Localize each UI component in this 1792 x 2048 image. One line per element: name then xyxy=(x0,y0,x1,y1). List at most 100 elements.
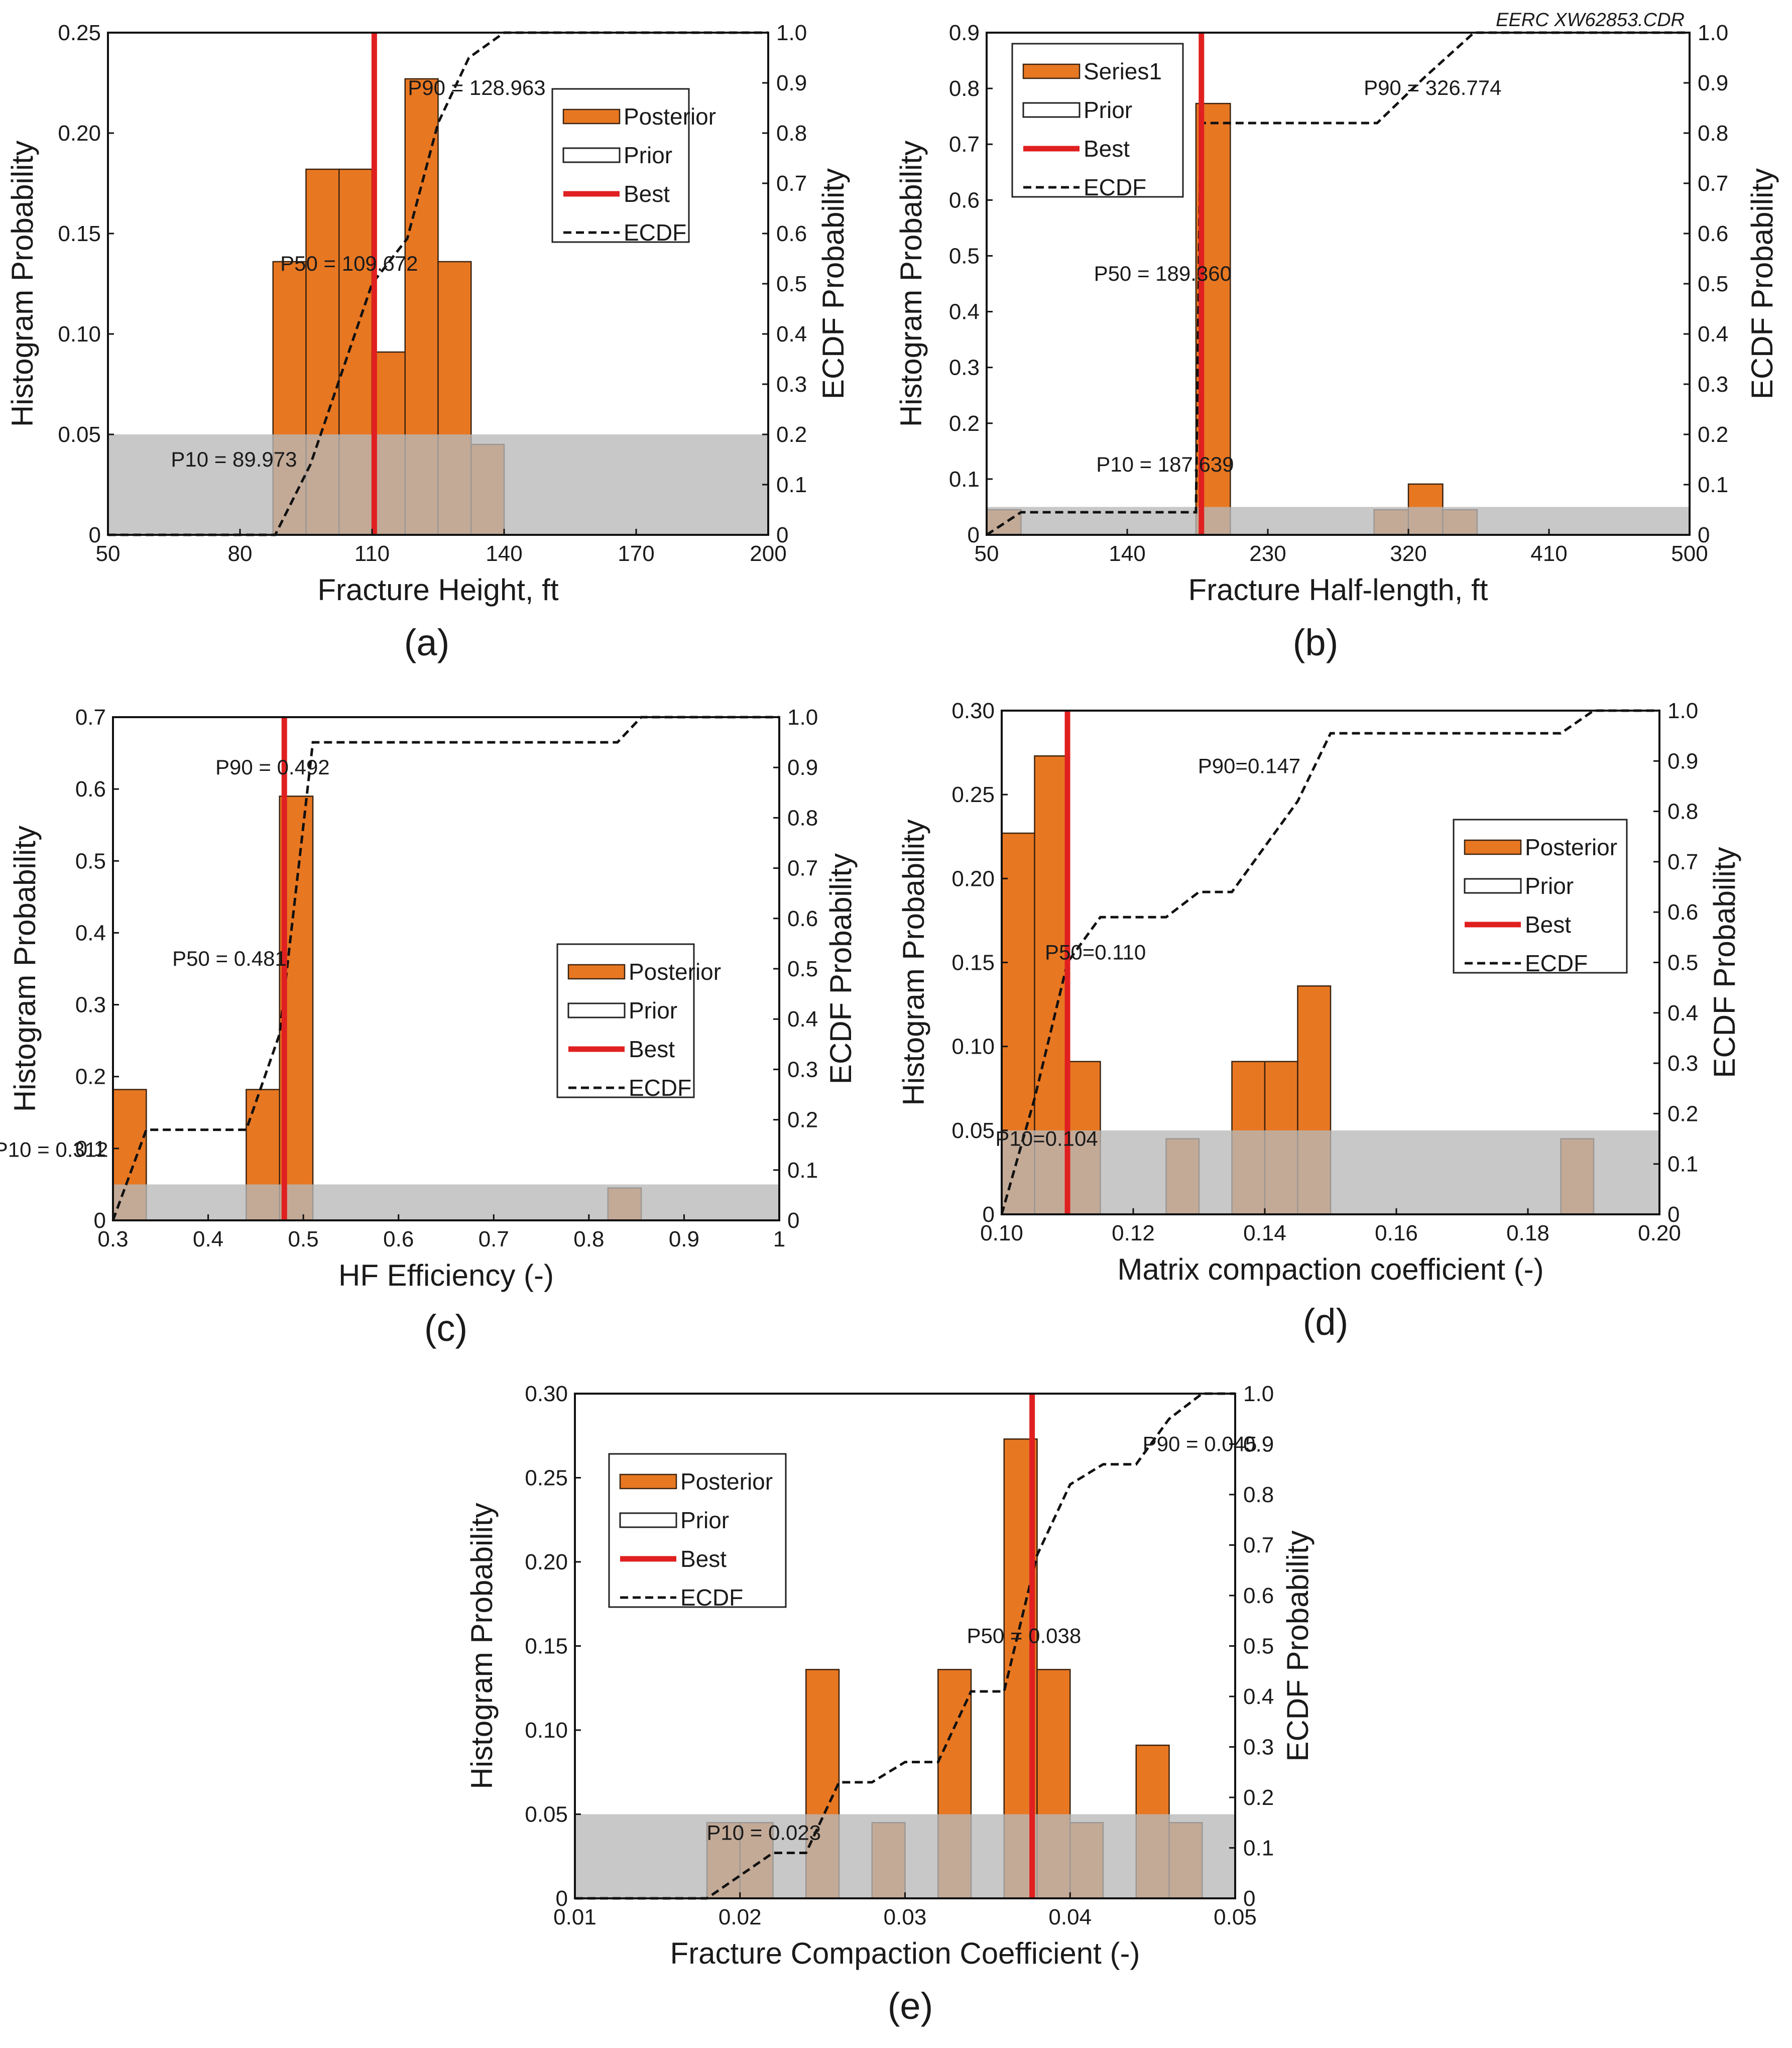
y-tick-label: 0.15 xyxy=(951,951,995,975)
y2-tick-label: 0.5 xyxy=(787,957,818,981)
x-tick-label: 0.01 xyxy=(553,1905,596,1929)
prior-swatch-icon xyxy=(567,1002,626,1018)
y2-tick-label: 1.0 xyxy=(1667,699,1698,723)
x-tick-label: 170 xyxy=(618,541,654,566)
y-tick-label: 0.2 xyxy=(949,411,980,436)
y2-axis-label: ECDF Probability xyxy=(824,853,858,1084)
x-tick-label: 410 xyxy=(1530,541,1567,566)
y2-tick-label: 0.3 xyxy=(1667,1051,1698,1076)
y2-tick-label: 0.5 xyxy=(776,272,807,296)
legend-label: ECDF xyxy=(624,219,686,246)
x-tick-label: 0.4 xyxy=(193,1227,223,1251)
x-tick-label: 0.10 xyxy=(980,1221,1023,1245)
legend-label: ECDF xyxy=(680,1584,743,1611)
legend-label: Best xyxy=(624,181,670,207)
x-tick-label: 230 xyxy=(1249,541,1286,566)
y2-tick-label: 0.7 xyxy=(776,171,807,196)
y-tick-label: 0.4 xyxy=(75,921,106,945)
y2-tick-label: 0.3 xyxy=(776,372,807,397)
y2-tick-label: 0.3 xyxy=(787,1057,818,1082)
y-tick-label: 0.6 xyxy=(75,777,106,802)
percentile-annotation: P50 = 189.360 xyxy=(1094,262,1232,285)
y-tick-label: 0.30 xyxy=(525,1382,568,1406)
y2-tick-label: 0.2 xyxy=(776,422,807,447)
ecdf-line xyxy=(1000,709,1659,1215)
y-tick-label: 0.3 xyxy=(949,356,980,380)
percentile-annotation: P90=0.147 xyxy=(1198,754,1300,777)
x-tick-label: 0.03 xyxy=(884,1905,927,1929)
threshold-band xyxy=(108,434,768,535)
y2-tick-label: 0.5 xyxy=(1667,951,1698,975)
y2-tick-label: 0.1 xyxy=(1667,1152,1698,1177)
legend: Posterior Prior Best ECDF xyxy=(551,88,716,246)
y2-tick-label: 0.9 xyxy=(1698,71,1728,95)
threshold-band xyxy=(575,1814,1235,1898)
x-tick-label: 0.7 xyxy=(479,1227,509,1251)
ecdf-line xyxy=(575,1392,1235,1900)
x-axis-label: Matrix compaction coefficient (-) xyxy=(1117,1253,1543,1286)
chart-panel-b: 50 140 230 320 410 50000.10.20.30.40.50.60.70… xyxy=(894,21,1779,663)
y2-tick-label: 0.9 xyxy=(776,71,807,95)
percentile-annotation: P10 = 187.639 xyxy=(1096,452,1234,476)
y-tick-label: 0 xyxy=(968,523,980,547)
legend: Posterior Prior Best ECDF xyxy=(556,943,721,1101)
y-tick-label: 0.15 xyxy=(58,221,101,246)
y-tick-label: 0.20 xyxy=(951,866,995,891)
y-tick-label: 0.25 xyxy=(951,782,995,807)
y2-tick-label: 0.8 xyxy=(787,806,818,830)
y2-tick-label: 0.7 xyxy=(1698,171,1728,196)
legend-label: Best xyxy=(1525,912,1571,938)
x-tick-label: 80 xyxy=(228,541,253,566)
y-tick-label: 0.10 xyxy=(525,1718,568,1743)
x-tick-label: 110 xyxy=(354,541,390,566)
y-tick-label: 0.30 xyxy=(951,699,995,723)
percentile-annotation: P50 = 0.038 xyxy=(967,1624,1082,1647)
percentile-annotation: P50 = 0.481 xyxy=(172,947,287,970)
threshold-band xyxy=(987,507,1690,535)
legend-label: ECDF xyxy=(1084,174,1146,200)
x-tick-label: 0.02 xyxy=(719,1905,762,1929)
y-tick-label: 0 xyxy=(556,1886,568,1911)
legend: Posterior Prior Best ECDF xyxy=(608,1453,787,1611)
y2-axis-label: ECDF Probability xyxy=(1281,1530,1315,1761)
y2-tick-label: 0.4 xyxy=(1698,322,1728,347)
percentile-annotation: P50=0.110 xyxy=(1045,940,1146,964)
y2-tick-label: 0.2 xyxy=(1698,422,1728,447)
y-axis-label: Histogram Probability xyxy=(894,141,928,427)
legend-label: Prior xyxy=(1084,97,1132,123)
y2-tick-label: 0.4 xyxy=(1243,1684,1274,1709)
ecdf-line xyxy=(108,31,768,536)
legend-label: Series1 xyxy=(1084,58,1162,84)
y2-tick-label: 0.2 xyxy=(787,1108,818,1132)
y-tick-label: 0.1 xyxy=(949,467,980,492)
y2-tick-label: 1.0 xyxy=(1698,21,1728,45)
posterior-swatch-icon xyxy=(1464,839,1522,855)
y-axis-label: Histogram Probability xyxy=(897,819,930,1105)
legend-label: Posterior xyxy=(624,103,716,130)
percentile-annotation: P10 = 89.973 xyxy=(171,447,297,471)
y2-tick-label: 0.7 xyxy=(1667,850,1698,874)
y-tick-label: 0.20 xyxy=(58,121,101,146)
y-tick-label: 0.6 xyxy=(949,188,980,212)
y-tick-label: 0.7 xyxy=(75,705,106,730)
x-axis-label: HF Efficiency (-) xyxy=(338,1259,554,1292)
y2-tick-label: 0.8 xyxy=(1667,800,1698,824)
legend: Posterior Prior Best ECDF xyxy=(1453,819,1628,976)
y-tick-label: 0.7 xyxy=(949,132,980,157)
y2-tick-label: 0.3 xyxy=(1698,372,1728,397)
panel-label: (b) xyxy=(1293,622,1338,663)
x-tick-label: 0.04 xyxy=(1048,1905,1092,1929)
y2-tick-label: 0.1 xyxy=(1243,1836,1274,1861)
x-tick-label: 0.16 xyxy=(1375,1221,1418,1245)
x-tick-label: 140 xyxy=(486,541,522,566)
y2-tick-label: 0.1 xyxy=(787,1158,818,1183)
y2-tick-label: 0.6 xyxy=(1667,900,1698,925)
y2-tick-label: 0.1 xyxy=(1698,473,1728,497)
x-axis-label: Fracture Half-length, ft xyxy=(1188,573,1488,607)
x-tick-label: 1 xyxy=(773,1227,785,1251)
y2-axis-label: ECDF Probability xyxy=(816,168,850,399)
percentile-annotation: P10 = 0.023 xyxy=(706,1821,821,1844)
y-tick-label: 0.25 xyxy=(525,1466,568,1491)
y-tick-label: 0.1 xyxy=(75,1136,106,1161)
